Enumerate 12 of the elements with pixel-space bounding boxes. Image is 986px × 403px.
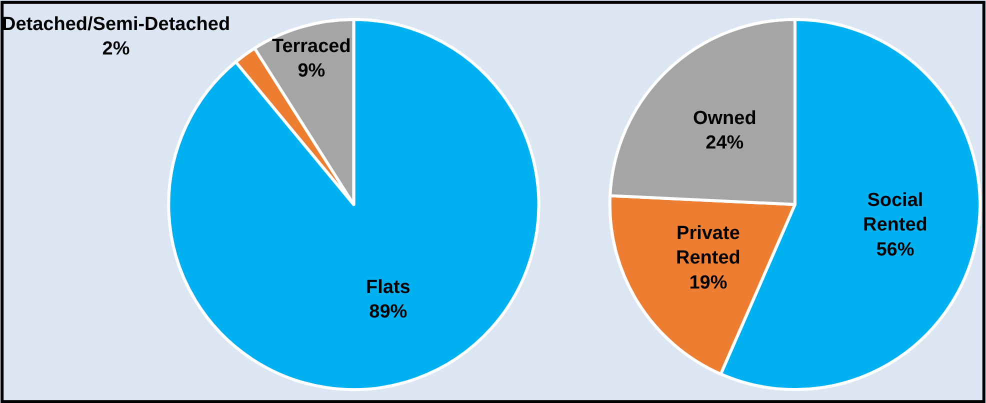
data-label: 9%: [298, 60, 326, 82]
slice-label: Owned: [693, 108, 756, 129]
slice-label: Terraced: [272, 36, 351, 57]
slice-label: Flats: [366, 277, 410, 298]
data-label: 89%: [369, 302, 408, 323]
slice-label: Private Rented: [676, 223, 740, 269]
data-label: 24%: [706, 132, 744, 154]
data-label: 19%: [689, 272, 728, 294]
slice-label: Detached/Semi-Detached: [2, 14, 230, 35]
data-label: 56%: [876, 239, 914, 260]
data-label: 2%: [102, 38, 130, 60]
slice-label: Social Rented: [863, 190, 928, 236]
